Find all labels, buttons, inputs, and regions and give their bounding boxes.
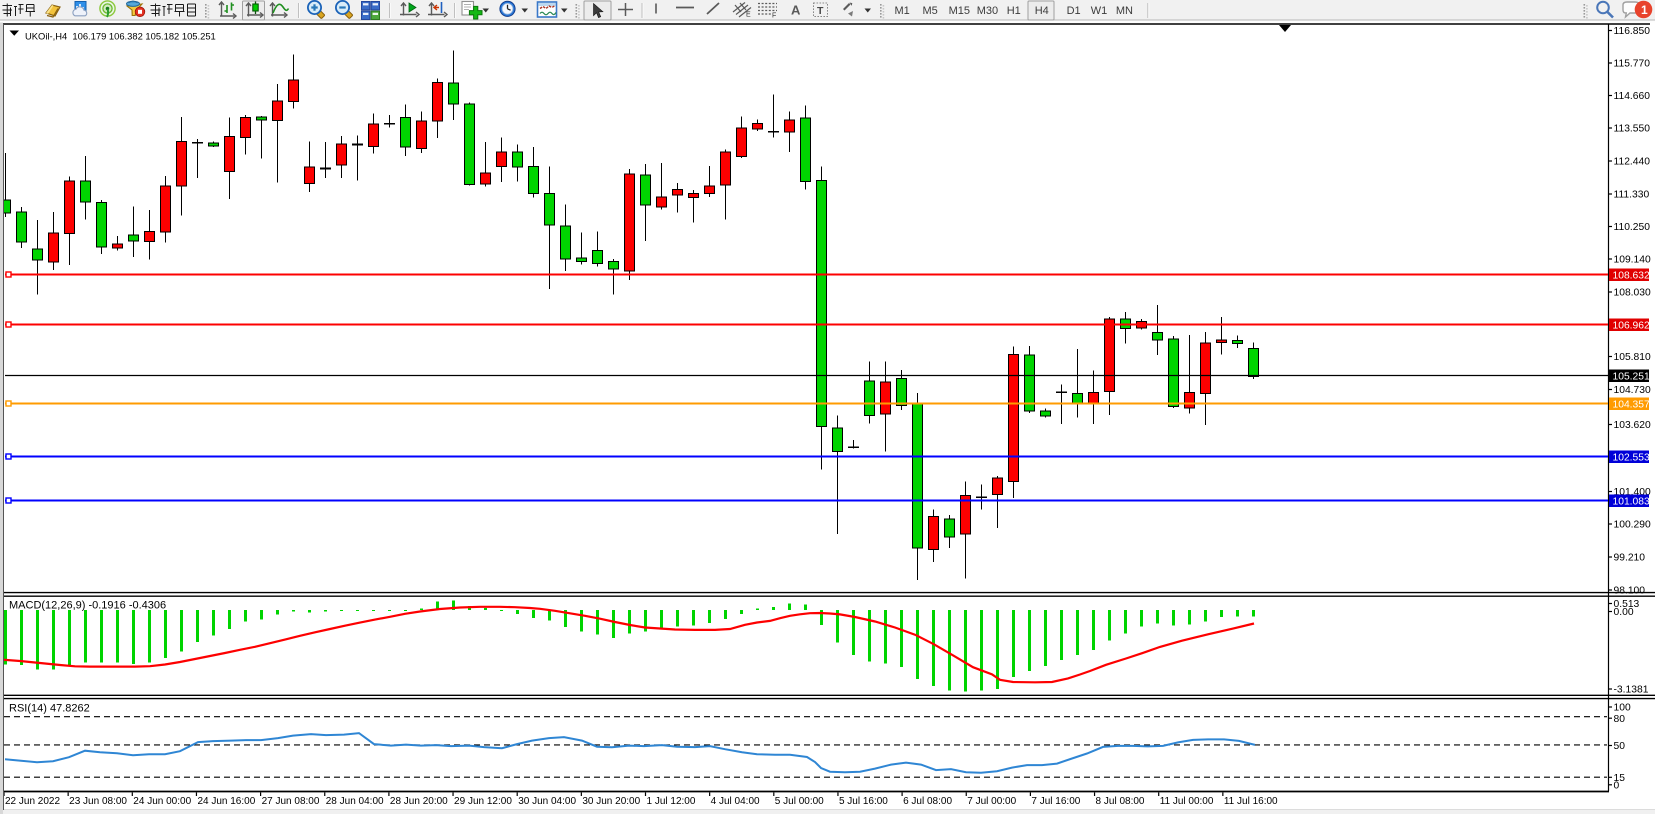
svg-text:15: 15 — [1614, 773, 1626, 784]
svg-text:116.850: 116.850 — [1614, 26, 1651, 37]
svg-text:50: 50 — [1614, 741, 1626, 752]
svg-text:M5: M5 — [923, 5, 938, 17]
svg-text:100.290: 100.290 — [1614, 520, 1651, 531]
svg-text:101.400: 101.400 — [1614, 487, 1651, 498]
svg-text:112.440: 112.440 — [1614, 157, 1651, 168]
svg-text:113.550: 113.550 — [1614, 124, 1651, 135]
svg-text:27 Jun 08:00: 27 Jun 08:00 — [262, 796, 320, 807]
svg-text:7 Jul 00:00: 7 Jul 00:00 — [967, 796, 1016, 807]
svg-text:105.810: 105.810 — [1614, 352, 1651, 363]
svg-text:29 Jun 12:00: 29 Jun 12:00 — [454, 796, 512, 807]
svg-text:M15: M15 — [949, 5, 970, 17]
svg-text:1: 1 — [1641, 3, 1648, 17]
svg-text:104.730: 104.730 — [1614, 385, 1651, 396]
svg-text:5 Jul 00:00: 5 Jul 00:00 — [775, 796, 824, 807]
svg-text:11 Jul 00:00: 11 Jul 00:00 — [1160, 796, 1214, 807]
svg-text:7 Jul 16:00: 7 Jul 16:00 — [1031, 796, 1080, 807]
svg-text:6 Jul 08:00: 6 Jul 08:00 — [903, 796, 952, 807]
svg-text:UKOil-,H4 106.179 106.382 105: UKOil-,H4 106.179 106.382 105.182 105.25… — [25, 31, 216, 42]
svg-text:M30: M30 — [977, 5, 998, 17]
svg-text:103.620: 103.620 — [1614, 420, 1651, 431]
svg-text:23 Jun 08:00: 23 Jun 08:00 — [69, 796, 127, 807]
svg-text:T: T — [817, 5, 824, 17]
svg-text:80: 80 — [1614, 714, 1626, 725]
svg-text:111.330: 111.330 — [1614, 190, 1650, 201]
svg-text:110.250: 110.250 — [1614, 222, 1651, 233]
svg-text:106.962: 106.962 — [1613, 320, 1650, 331]
svg-text:0.513: 0.513 — [1614, 599, 1640, 610]
svg-text:101.083: 101.083 — [1613, 496, 1650, 507]
svg-text:22 Jun 2022: 22 Jun 2022 — [5, 796, 60, 807]
svg-text:28 Jun 20:00: 28 Jun 20:00 — [390, 796, 448, 807]
svg-text:100: 100 — [1614, 703, 1631, 714]
svg-text:104.357: 104.357 — [1613, 399, 1650, 410]
svg-text:-3.1381: -3.1381 — [1614, 685, 1649, 696]
svg-text:24 Jun 00:00: 24 Jun 00:00 — [133, 796, 191, 807]
svg-text:RSI(14) 47.8262: RSI(14) 47.8262 — [9, 703, 90, 715]
svg-text:MN: MN — [1116, 5, 1133, 17]
svg-text:24 Jun 16:00: 24 Jun 16:00 — [197, 796, 255, 807]
svg-text:11 Jul 16:00: 11 Jul 16:00 — [1224, 796, 1278, 807]
svg-text:30 Jun 04:00: 30 Jun 04:00 — [518, 796, 576, 807]
svg-text:D1: D1 — [1067, 5, 1081, 17]
svg-text:105.251: 105.251 — [1613, 371, 1650, 382]
svg-text:1 Jul 12:00: 1 Jul 12:00 — [647, 796, 696, 807]
svg-text:H1: H1 — [1007, 5, 1021, 17]
svg-text:30 Jun 20:00: 30 Jun 20:00 — [582, 796, 640, 807]
svg-text:A: A — [791, 3, 801, 18]
svg-text:5 Jul 16:00: 5 Jul 16:00 — [839, 796, 888, 807]
svg-text:MACD(12,26,9) -0.1916 -0.4306: MACD(12,26,9) -0.1916 -0.4306 — [9, 600, 166, 612]
svg-text:H4: H4 — [1035, 5, 1049, 17]
svg-text:8 Jul 08:00: 8 Jul 08:00 — [1096, 796, 1145, 807]
svg-text:108.632: 108.632 — [1613, 270, 1650, 281]
svg-text:98.100: 98.100 — [1614, 586, 1646, 597]
svg-text:28 Jun 04:00: 28 Jun 04:00 — [326, 796, 384, 807]
svg-text:F: F — [772, 13, 776, 20]
svg-text:E: E — [746, 12, 751, 19]
svg-text:0.00: 0.00 — [1614, 607, 1634, 618]
svg-text:102.553: 102.553 — [1613, 452, 1650, 463]
svg-text:115.770: 115.770 — [1614, 59, 1651, 70]
svg-text:M1: M1 — [895, 5, 910, 17]
svg-text:W1: W1 — [1091, 5, 1108, 17]
svg-text:0: 0 — [1614, 781, 1620, 792]
svg-text:99.210: 99.210 — [1614, 553, 1646, 564]
svg-text:108.030: 108.030 — [1614, 288, 1651, 299]
svg-text:109.140: 109.140 — [1614, 255, 1651, 266]
svg-text:114.660: 114.660 — [1614, 91, 1651, 102]
svg-text:4 Jul 04:00: 4 Jul 04:00 — [711, 796, 760, 807]
